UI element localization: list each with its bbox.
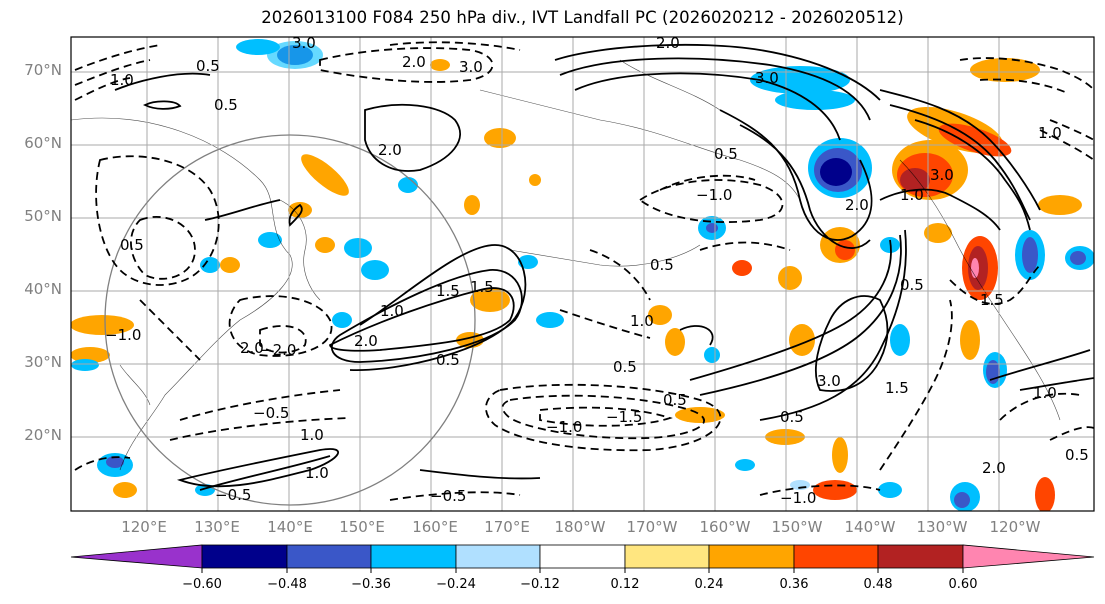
lat-label: 30°N — [24, 353, 62, 371]
colorbar-label: −0.24 — [436, 577, 476, 592]
lon-label: 160°E — [412, 518, 458, 536]
colorbar-swatch — [708, 544, 795, 569]
contour-label: 1.0 — [1038, 124, 1062, 142]
contour-label: 1.5 — [470, 278, 494, 296]
colorbar-swatch — [286, 544, 372, 569]
colorbar-label: 0.60 — [948, 577, 978, 592]
contour-label: −1.0 — [546, 418, 582, 436]
contour-label: 0.5 — [214, 96, 238, 114]
landfall-circle — [104, 134, 476, 506]
lon-label: 120°W — [989, 518, 1041, 536]
coastlines — [71, 59, 1061, 471]
colorbar-swatch — [370, 544, 457, 569]
contour-label: 1.0 — [300, 426, 324, 444]
contour-label: −0.5 — [430, 487, 466, 505]
lat-label: 60°N — [24, 134, 62, 152]
contour-label: 1.5 — [885, 379, 909, 397]
contour-label: −1.0 — [696, 186, 732, 204]
colorbar-swatch — [624, 544, 710, 569]
contour-label: 0.5 — [613, 358, 637, 376]
colorbar-label: −0.36 — [351, 577, 391, 592]
contour-label: 1.0 — [1033, 384, 1057, 402]
lat-label: 40°N — [24, 280, 62, 298]
positive-contours — [114, 43, 1094, 491]
contour-label: −1.0 — [105, 326, 141, 344]
contour-label: 0.5 — [780, 408, 804, 426]
colorbar-label: 0.24 — [694, 577, 724, 592]
lat-label: 70°N — [24, 61, 62, 79]
lon-label: 150°E — [339, 518, 385, 536]
colorbar-swatch — [455, 544, 541, 569]
lon-label: 120°E — [121, 518, 167, 536]
contour-label: 2.0 — [402, 53, 426, 71]
lat-label: 20°N — [24, 426, 62, 444]
map-frame — [70, 36, 1095, 512]
colorbar-swatch — [539, 544, 626, 569]
contour-label: 0.5 — [900, 276, 924, 294]
contour-label: −1.0 — [780, 489, 816, 507]
map-title: 2026013100 F084 250 hPa div., IVT Landfa… — [261, 8, 904, 27]
contour-label: 2.0 — [378, 141, 402, 159]
colorbar-swatch — [70, 544, 203, 569]
contour-label: 2.0 — [982, 459, 1006, 477]
colorbar-label: 0.36 — [779, 577, 809, 592]
lon-label: 130°W — [916, 518, 968, 536]
lon-label: 160°W — [699, 518, 751, 536]
contour-label: −0.5 — [215, 486, 251, 504]
colorbar — [70, 544, 1095, 573]
contour-label: 1.0 — [900, 186, 924, 204]
lon-label: 130°E — [194, 518, 240, 536]
contour-label: 0.5 — [663, 391, 687, 409]
contour-label: 2.0 — [656, 34, 680, 52]
contour-label: 3.0 — [817, 372, 841, 390]
colorbar-swatch — [962, 544, 1095, 569]
contour-label: 0.5 — [120, 236, 144, 254]
colorbar-label: −0.48 — [267, 577, 307, 592]
lon-label: 170°E — [484, 518, 530, 536]
contour-label: 0.5 — [714, 145, 738, 163]
colorbar-swatch — [201, 544, 288, 569]
contour-label: 0.5 — [436, 351, 460, 369]
contour-label: 2.0 — [240, 339, 264, 357]
colorbar-label: −0.60 — [182, 577, 222, 592]
colorbar-swatch — [793, 544, 879, 569]
contour-label: −1.5 — [606, 408, 642, 426]
contour-label: −0.5 — [253, 404, 289, 422]
contour-label: 0.5 — [196, 57, 220, 75]
lon-label: 180°W — [554, 518, 606, 536]
contour-label: 3.0 — [459, 58, 483, 76]
contour-label: 3.0 — [930, 166, 954, 184]
contour-label: 3.0 — [755, 69, 779, 87]
contour-label: 1.5 — [980, 291, 1004, 309]
lon-label: 170°W — [626, 518, 678, 536]
contour-label: 3.0 — [292, 34, 316, 52]
colorbar-label: −0.12 — [520, 577, 560, 592]
contour-label: 2.0 — [354, 332, 378, 350]
colorbar-swatch — [877, 544, 964, 569]
lon-label: 150°W — [771, 518, 823, 536]
contour-label: 2.0 — [845, 196, 869, 214]
colorbar-label: 0.12 — [610, 577, 640, 592]
lon-label: 140°W — [844, 518, 896, 536]
contour-labels: 3.0 2.0 0.5 2.0 3.0 0.5 3.0 2.0 1.0 −1.0… — [105, 34, 1089, 507]
contour-label: −2.0 — [260, 341, 296, 359]
negative-contours — [74, 41, 1094, 501]
contour-label: 1.0 — [380, 302, 404, 320]
lon-label: 140°E — [267, 518, 313, 536]
lat-label: 50°N — [24, 207, 62, 225]
contour-label: 0.5 — [1065, 446, 1089, 464]
contour-label: 1.0 — [110, 71, 134, 89]
colorbar-label: 0.48 — [863, 577, 893, 592]
contour-label: 1.0 — [305, 464, 329, 482]
contour-label: 0.5 — [650, 256, 674, 274]
contour-label: 1.0 — [630, 312, 654, 330]
contour-label: 1.5 — [436, 282, 460, 300]
